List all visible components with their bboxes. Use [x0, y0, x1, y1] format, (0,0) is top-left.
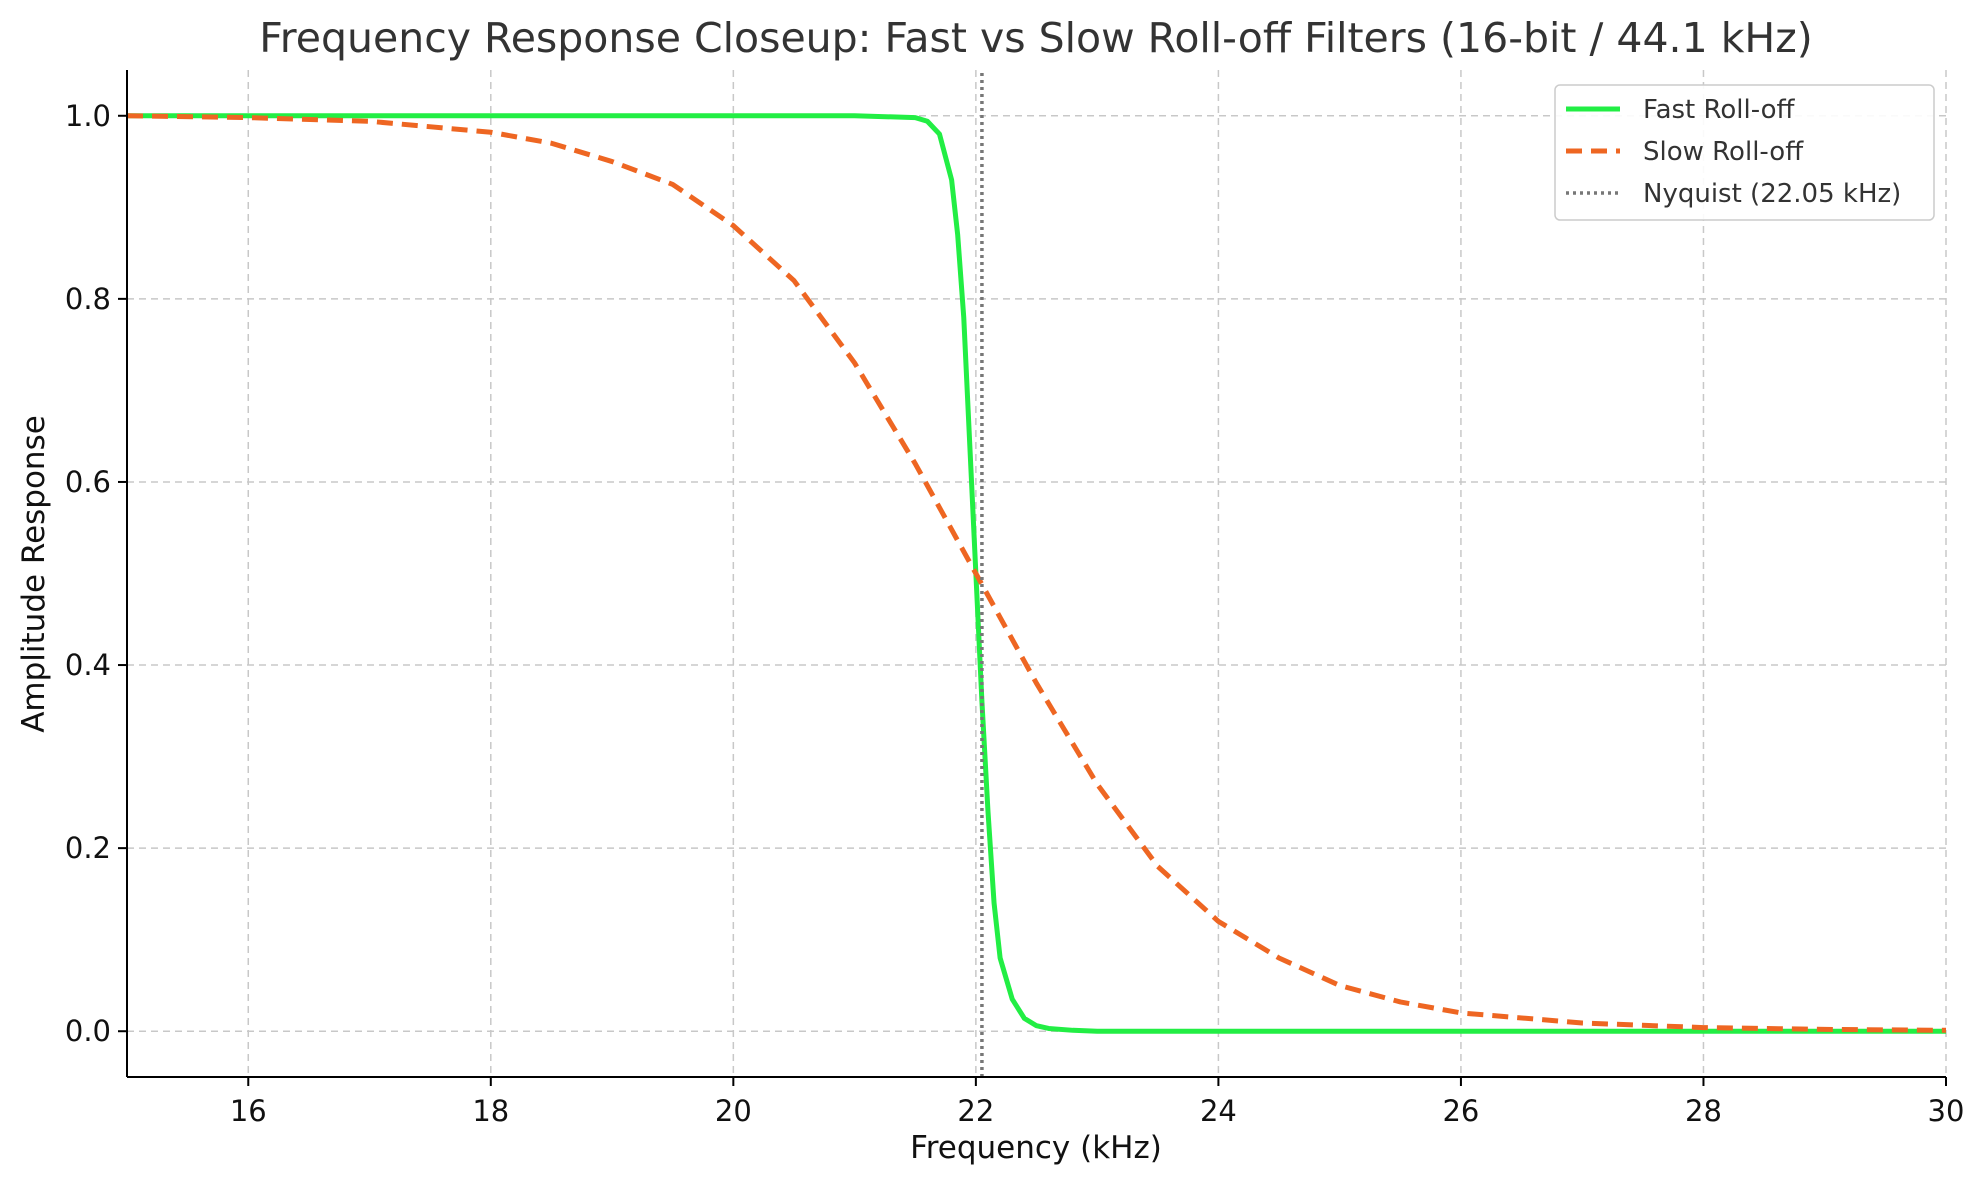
- x-tick-label: 24: [1200, 1094, 1237, 1128]
- legend-box: [1554, 84, 1935, 221]
- x-tick-label: 18: [472, 1094, 509, 1128]
- x-tick-label: 30: [1928, 1094, 1965, 1128]
- x-tick-label: 22: [957, 1094, 994, 1128]
- y-tick-label: 0.2: [65, 831, 111, 865]
- legend-label-fast-roll-off: Fast Roll-off: [1643, 95, 1796, 125]
- x-ticks: 16 18 20 22 24 26 28 30: [230, 1077, 1965, 1128]
- y-ticks: 0.0 0.2 0.4 0.6 0.8 1.0: [65, 99, 127, 1048]
- y-tick-label: 0.4: [65, 648, 111, 682]
- y-tick-label: 0.6: [65, 465, 111, 499]
- chart-title: Frequency Response Closeup: Fast vs Slow…: [259, 14, 1813, 62]
- x-axis-label: Frequency (kHz): [910, 1130, 1162, 1166]
- legend-label-nyquist: Nyquist (22.05 kHz): [1643, 179, 1901, 209]
- legend: Fast Roll-off Slow Roll-off Nyquist (22.05…: [1554, 84, 1935, 221]
- x-tick-label: 26: [1442, 1094, 1479, 1128]
- legend-label-slow-roll-off: Slow Roll-off: [1643, 137, 1804, 167]
- grid: [127, 70, 1947, 1077]
- x-tick-label: 20: [715, 1094, 752, 1128]
- axes: [126, 70, 1946, 1078]
- slow-roll-off-line: [126, 113, 1947, 1033]
- y-tick-label: 0.8: [65, 282, 111, 316]
- y-tick-label: 0.0: [65, 1014, 111, 1048]
- fast-roll-off-line: [127, 113, 1946, 1034]
- x-tick-label: 16: [230, 1094, 267, 1128]
- y-axis-label: Amplitude Response: [16, 415, 52, 733]
- y-tick-label: 1.0: [65, 99, 111, 133]
- x-tick-label: 28: [1685, 1094, 1722, 1128]
- series-lines: [126, 70, 1947, 1077]
